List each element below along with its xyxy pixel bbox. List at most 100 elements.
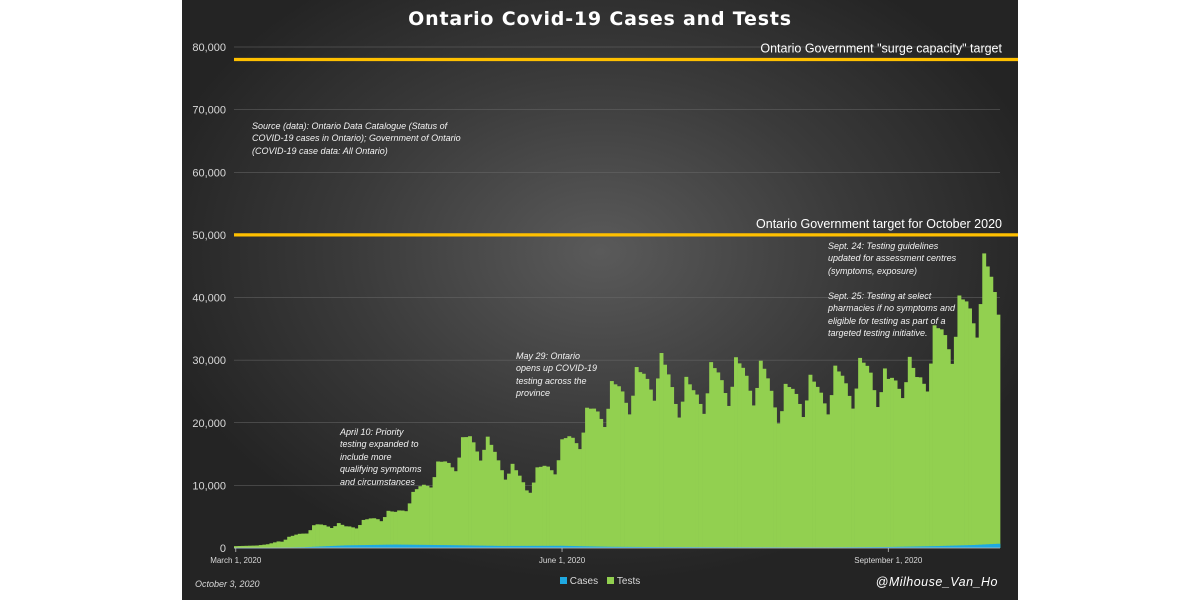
cases-bar <box>577 546 582 548</box>
tests-bar <box>900 398 905 548</box>
tests-bar <box>453 471 458 548</box>
tests-bar <box>996 314 1001 548</box>
tests-bar <box>319 524 324 548</box>
legend-label-cases: Cases <box>569 576 599 587</box>
tests-bar <box>861 362 866 548</box>
cases-bar <box>663 547 667 548</box>
tests-bar <box>464 437 469 548</box>
cases-bar <box>365 545 370 548</box>
tests-bar <box>290 535 295 548</box>
cases-bar <box>390 544 394 548</box>
x-tick-label: March 1, 2020 <box>210 556 262 565</box>
tests-bar <box>301 533 306 548</box>
cases-bar <box>312 546 316 548</box>
tests-bar <box>911 367 916 548</box>
tests-bar <box>957 295 962 548</box>
tests-bar <box>241 545 245 548</box>
tests-bar <box>361 519 366 548</box>
cases-bar <box>925 546 930 548</box>
cases-bar <box>425 544 430 548</box>
tests-bar <box>631 395 636 548</box>
cases-bar <box>691 547 696 548</box>
tests-bar <box>390 511 394 548</box>
tests-bar <box>890 377 894 548</box>
cases-bar <box>975 544 980 548</box>
cases-bar <box>446 545 451 548</box>
tests-bar <box>734 357 738 548</box>
tests-bar <box>716 372 721 548</box>
cases-bar <box>315 546 320 548</box>
tests-bar <box>943 335 948 548</box>
tests-bar <box>244 545 249 548</box>
legend-item-cases: Cases <box>559 576 599 587</box>
tests-bar <box>276 541 281 548</box>
cases-bar <box>478 545 483 548</box>
tests-bar <box>485 436 490 548</box>
tests-bar <box>858 357 863 548</box>
tests-swatch <box>606 577 614 584</box>
tests-bar <box>790 388 795 548</box>
tests-bar <box>351 527 355 548</box>
cases-bar <box>680 547 685 548</box>
cases-bar <box>432 544 437 548</box>
tests-bar <box>329 528 334 548</box>
cases-bar <box>563 545 568 548</box>
cases-bar <box>968 545 972 548</box>
tests-bar <box>581 432 586 548</box>
cases-bar <box>964 545 969 548</box>
tests-bar <box>975 337 980 548</box>
tests-bar <box>609 381 614 548</box>
tests-bar <box>854 388 859 548</box>
cases-bar <box>322 546 327 548</box>
cases-bar <box>538 545 543 548</box>
tests-bar <box>336 523 341 548</box>
target-line-label: Ontario Government target for October 20… <box>756 217 1002 231</box>
cases-bar <box>308 546 313 548</box>
tests-bar <box>797 403 802 548</box>
cases-bar <box>897 546 902 548</box>
cases-bar <box>386 544 391 548</box>
tests-bar <box>372 518 377 548</box>
tests-bar <box>560 439 565 548</box>
tests-bar <box>730 386 735 548</box>
tests-bar <box>691 390 696 548</box>
tests-bar <box>507 473 511 548</box>
tests-bar <box>652 400 657 548</box>
tests-bar <box>535 467 540 548</box>
tests-bar <box>546 466 550 548</box>
tests-bar <box>521 482 526 548</box>
tests-bar <box>468 436 472 548</box>
cases-bar <box>648 547 653 548</box>
tests-bar <box>780 411 785 548</box>
tests-bar <box>414 489 419 548</box>
tests-bar <box>677 417 682 548</box>
cases-bar <box>514 545 519 548</box>
tests-bar <box>960 299 965 548</box>
cases-bar <box>439 545 444 548</box>
tests-bar <box>698 403 703 548</box>
tests-bar <box>812 381 816 548</box>
tests-bar <box>429 487 433 548</box>
cases-bar <box>549 545 554 548</box>
tests-bar <box>712 368 717 548</box>
cases-bar <box>485 545 490 548</box>
cases-bar <box>319 546 324 548</box>
cases-bar <box>673 547 678 548</box>
cases-bar <box>443 545 448 548</box>
tests-bar <box>627 414 632 548</box>
tests-bar <box>273 542 277 548</box>
cases-bar <box>535 545 540 548</box>
tests-bar <box>709 362 714 548</box>
tests-bar <box>776 423 781 548</box>
tests-bar <box>968 308 972 548</box>
cases-bar <box>606 546 611 548</box>
cases-bar <box>382 544 387 548</box>
cases-bar <box>659 547 664 548</box>
tests-bar <box>457 457 462 548</box>
tests-bar <box>851 408 855 548</box>
y-tick-label: 10,000 <box>192 480 226 492</box>
tests-bar <box>294 534 299 548</box>
cases-bar <box>542 545 547 548</box>
tests-bar <box>875 407 880 548</box>
cases-bar <box>879 547 884 548</box>
